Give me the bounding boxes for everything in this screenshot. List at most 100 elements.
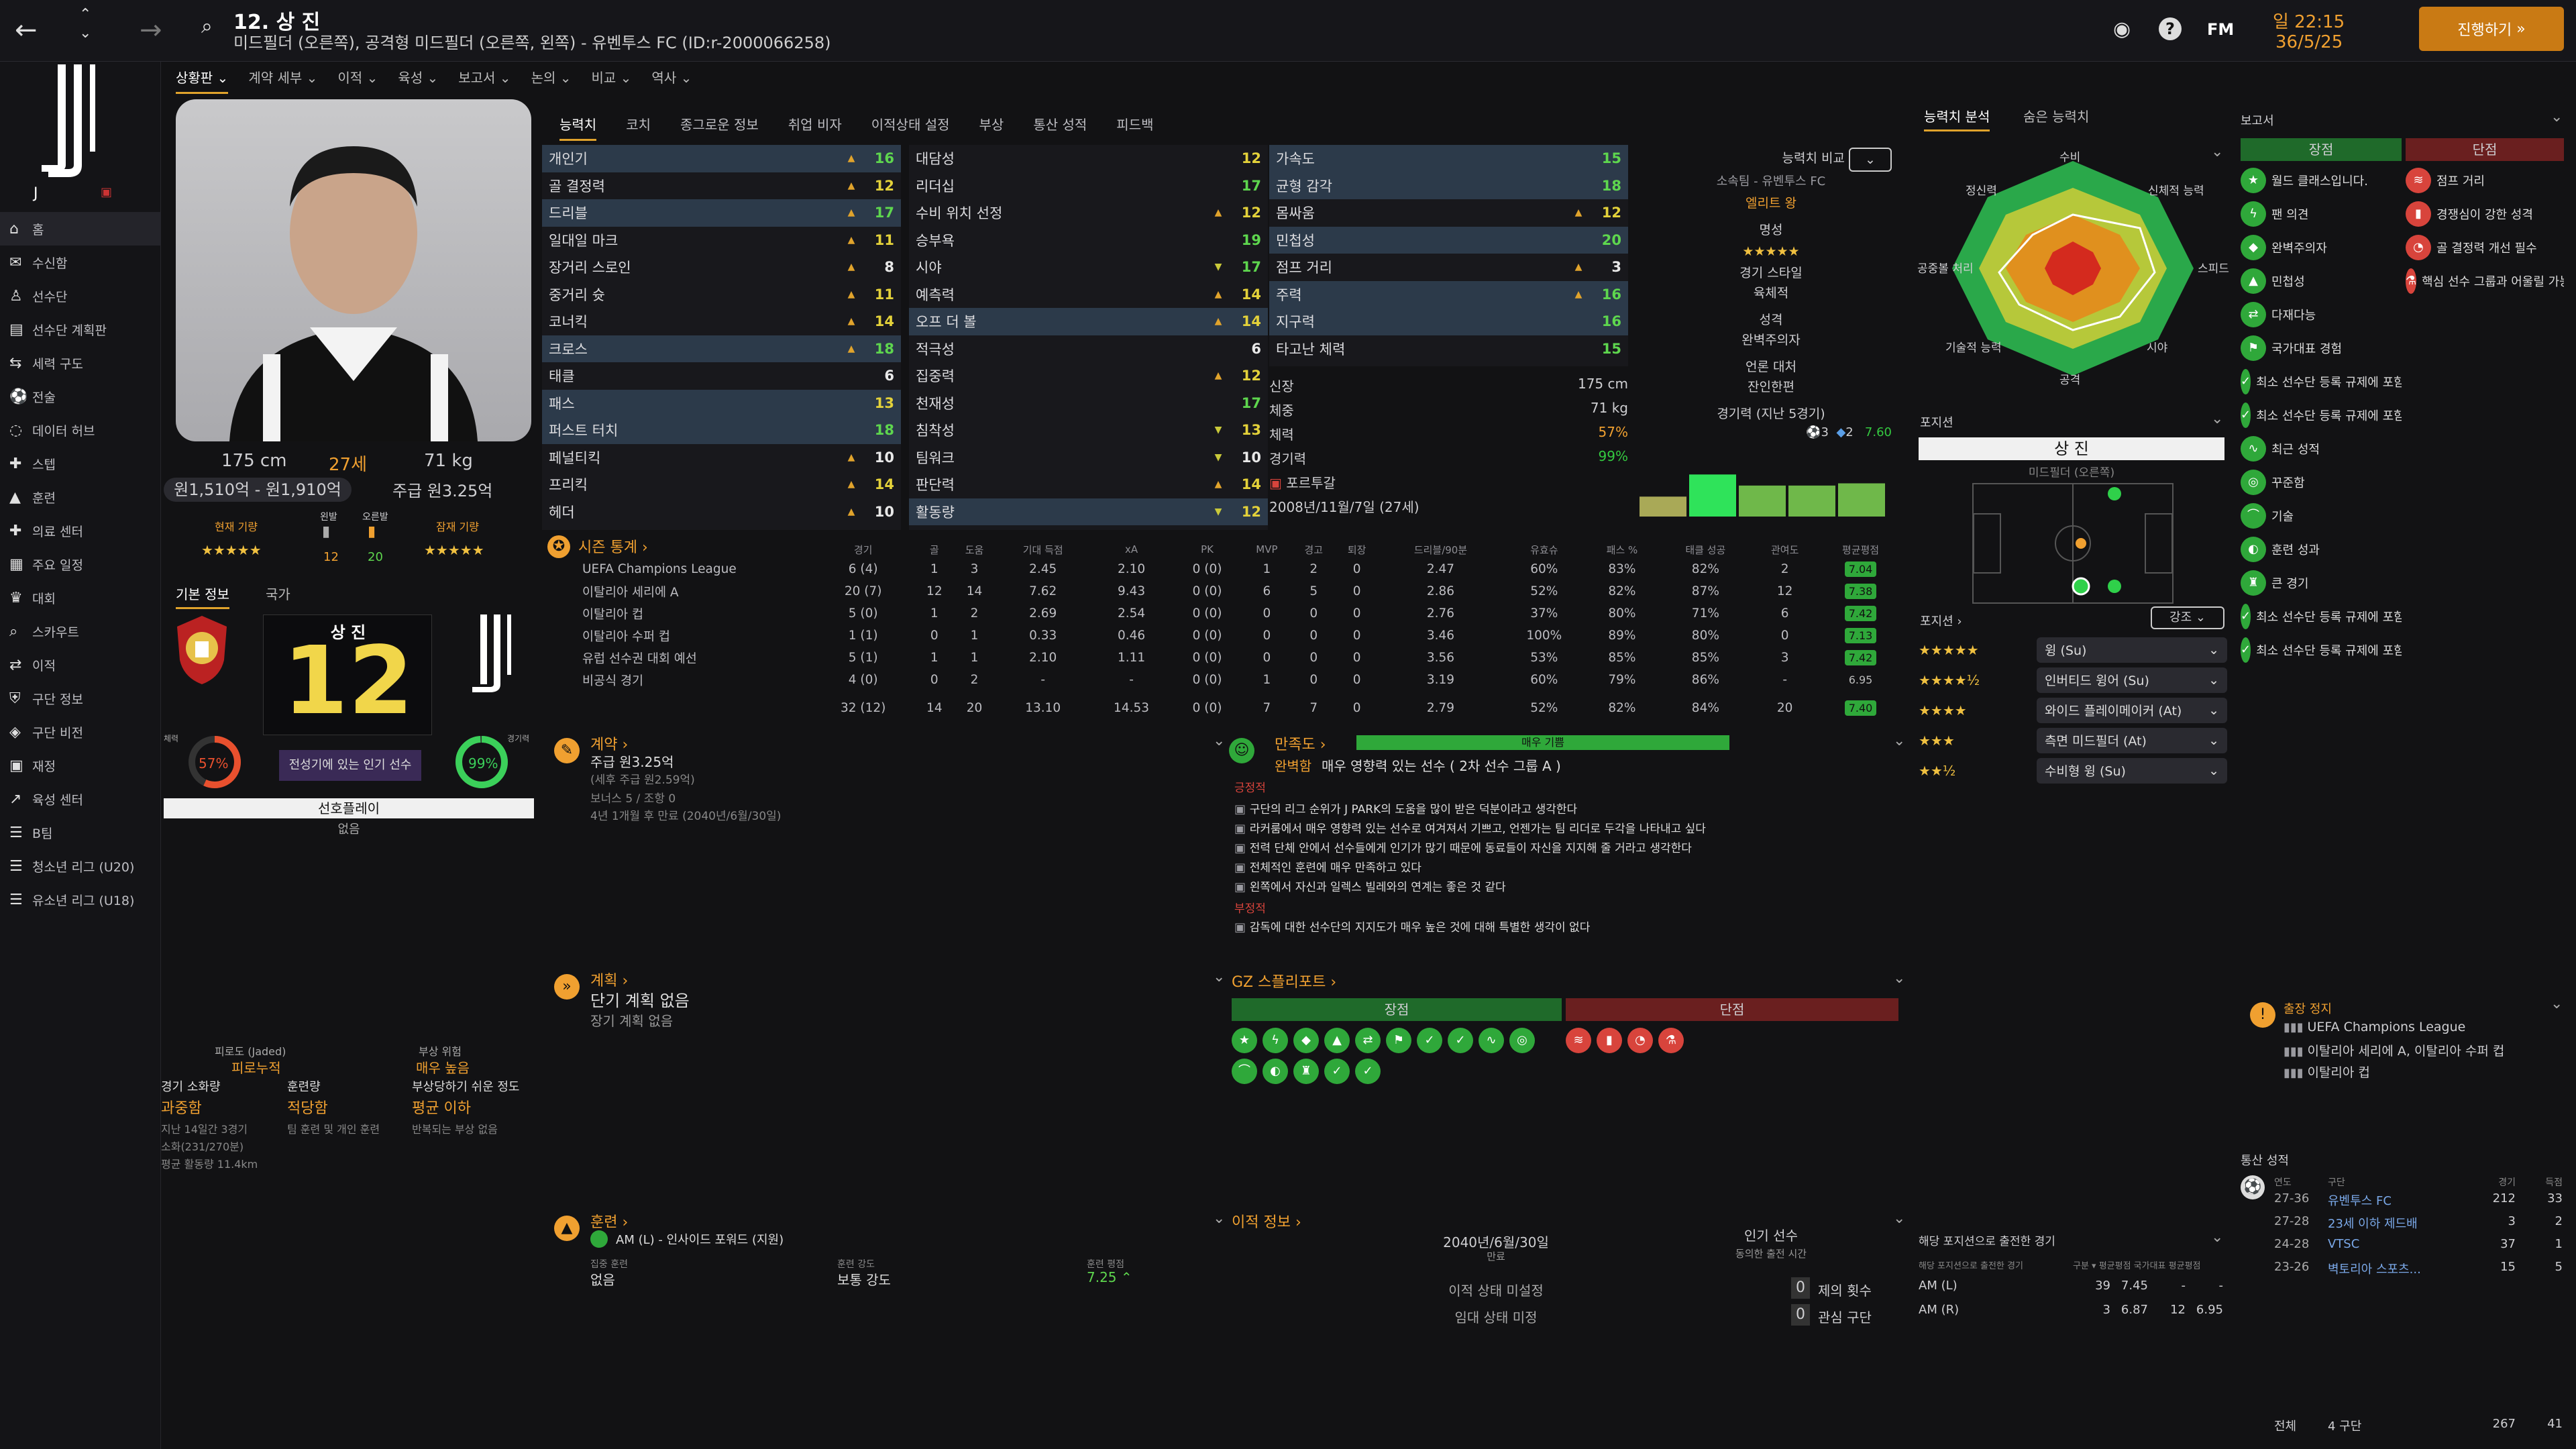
tab-hidden-attributes[interactable]: 숨은 능력치 (2023, 109, 2090, 125)
played-pos: AM (L) (1919, 1279, 1957, 1293)
scout-title[interactable]: GZ 스플리포트 › (1232, 974, 1337, 991)
forward-icon[interactable]: → (140, 15, 162, 46)
compare-dropdown[interactable]: ⌄ (1849, 148, 1892, 172)
attr-tab-2[interactable]: 종그로운 정보 (680, 117, 759, 133)
sidebar-item-9[interactable]: ✚ 의료 센터 (0, 514, 161, 547)
stats-row[interactable]: 이탈리아 컵 5 (0) 1 2 2.69 2.54 0 (0) 0 0 0 2.76 37% 80% 7… (542, 602, 1904, 625)
role-row[interactable]: ★★★★★ 윙 (Su) ⌄ (1919, 635, 2227, 665)
role-dropdown[interactable]: 수비형 윙 (Su) ⌄ (2037, 757, 2227, 784)
sidebar-item-16[interactable]: ▣ 재정 (0, 749, 161, 782)
continue-button[interactable]: 진행하기 » (2419, 7, 2564, 51)
role-dropdown[interactable]: 인버티드 윙어 (Su) ⌄ (2037, 667, 2227, 693)
sidebar-item-13[interactable]: ⇄ 이적 (0, 648, 161, 682)
position-list-title[interactable]: 포지션 › (1920, 614, 1962, 629)
role-row[interactable]: ★★★ 측면 미드필더 (At) ⌄ (1919, 725, 2227, 755)
tab-nation[interactable]: 국가 (266, 586, 290, 602)
sidebar-item-0[interactable]: ⌂ 홈 (0, 212, 161, 246)
role-dropdown[interactable]: 윙 (Su) ⌄ (2037, 637, 2227, 663)
sidebar-item-2[interactable]: ♙ 선수단 (0, 279, 161, 313)
plan-title[interactable]: 계획 › (590, 973, 629, 989)
tab-basic-info[interactable]: 기본 정보 (176, 584, 229, 609)
attr-tab-4[interactable]: 이적상태 설정 (871, 117, 950, 133)
transfer-expand-icon[interactable]: ⌄ (1893, 1210, 1906, 1227)
role-dropdown[interactable]: 와이드 플레이메이커 (At) ⌄ (2037, 697, 2227, 723)
search-icon[interactable]: ⌕ (201, 15, 213, 38)
tab-ability-analysis[interactable]: 능력치 분석 (1924, 106, 1990, 131)
nav-updown[interactable]: ⌃ ⌄ (79, 6, 92, 42)
subnav-4[interactable]: 보고서 ⌄ (458, 70, 511, 86)
sidebar-item-10[interactable]: ▦ 주요 일정 (0, 547, 161, 581)
sidebar-item-1[interactable]: ✉ 수신함 (0, 246, 161, 279)
negative-list: ▣ 감독에 대한 선수단의 지지도가 매우 높은 것에 대해 특별한 생각이 없… (1234, 918, 1898, 937)
sidebar-item-6[interactable]: ◌ 데이터 허브 (0, 413, 161, 447)
role-row[interactable]: ★★½ 수비형 윙 (Su) ⌄ (1919, 755, 2227, 786)
offers-count: 0 (1791, 1277, 1810, 1299)
transfer-title[interactable]: 이적 정보 › (1232, 1214, 1301, 1231)
ban-expand-icon[interactable]: ⌄ (2551, 996, 2563, 1012)
stats-row[interactable]: 비공식 경기 4 (0) 0 2 - - 0 (0) 1 0 0 3.19 60% 79% 86% - 6.9… (542, 669, 1904, 691)
sidebar-item-5[interactable]: ⚽ 전술 (0, 380, 161, 413)
happiness-title[interactable]: 만족도 › (1275, 737, 1326, 753)
role-row[interactable]: ★★★★½ 인버티드 윙어 (Su) ⌄ (1919, 665, 2227, 695)
role-row[interactable]: ★★★★ 와이드 플레이메이커 (At) ⌄ (1919, 695, 2227, 725)
sidebar-item-17[interactable]: ↗ 육성 센터 (0, 782, 161, 816)
sidebar-item-18[interactable]: ☰ B팀 (0, 816, 161, 849)
career-club[interactable]: 23세 이하 제드배 (2328, 1217, 2418, 1231)
subnav-7[interactable]: 역사 ⌄ (651, 70, 692, 86)
attr-tab-1[interactable]: 코치 (626, 117, 651, 133)
subnav-6[interactable]: 비교 ⌄ (591, 70, 632, 86)
attribute-name: 지구력 (1276, 314, 1315, 331)
report-pro-item: ϟ 팬 의견 (2241, 197, 2402, 231)
player-subtitle: 미드필더 (오른쪽), 공격형 미드필더 (오른쪽, 왼쪽) - 유벤투스 FC… (233, 34, 831, 52)
attr-tab-6[interactable]: 통산 성적 (1033, 117, 1087, 133)
training-expand-icon[interactable]: ⌄ (1213, 1210, 1226, 1227)
position-expand-icon[interactable]: ⌄ (2211, 411, 2224, 427)
transfer-fame-sub: 동의한 출전 시간 (1735, 1248, 1807, 1260)
subnav-0[interactable]: 상황판 ⌄ (176, 67, 229, 94)
season-stats-title[interactable]: 시즌 통계 › (578, 539, 648, 556)
contract-title[interactable]: 계약 › (590, 737, 629, 753)
plan-expand-icon[interactable]: ⌄ (1213, 969, 1226, 985)
highlight-dropdown[interactable]: 강조 ⌄ (2151, 606, 2224, 629)
subnav-3[interactable]: 육성 ⌄ (398, 70, 439, 86)
stats-row[interactable]: 이탈리아 수퍼 컵 1 (1) 0 1 0.33 0.46 0 (0) 0 0 0 3.46 100%… (542, 625, 1904, 647)
sidebar-item-11[interactable]: ♛ 대회 (0, 581, 161, 614)
stats-row[interactable]: 이탈리아 세리에 A 20 (7) 12 14 7.62 9.43 0 (0) 6 5 0 2.86… (542, 580, 1904, 602)
sidebar-item-8[interactable]: ▲ 훈련 (0, 480, 161, 514)
subnav-2[interactable]: 이적 ⌄ (337, 70, 378, 86)
sidebar-item-7[interactable]: ✚ 스텝 (0, 447, 161, 480)
attr-tab-3[interactable]: 취업 비자 (788, 117, 842, 133)
role-dropdown[interactable]: 측면 미드필더 (At) ⌄ (2037, 727, 2227, 753)
sidebar-item-4[interactable]: ⇆ 세력 구도 (0, 346, 161, 380)
stats-row[interactable]: 유럽 선수권 대회 예선 5 (1) 1 1 2.10 1.11 0 (0) 0 0 0 3.56 5… (542, 647, 1904, 669)
career-club[interactable]: 벽토리아 스포츠... (2328, 1263, 2421, 1277)
attr-tab-7[interactable]: 피드백 (1116, 117, 1154, 133)
training-title[interactable]: 훈련 › (590, 1214, 629, 1231)
attr-tab-5[interactable]: 부상 (979, 117, 1004, 133)
report-pro-text: 훈련 성과 (2271, 543, 2320, 557)
subnav-1[interactable]: 계약 세부 ⌄ (248, 70, 318, 86)
subnav-5[interactable]: 논의 ⌄ (531, 70, 572, 86)
sidebar-item-3[interactable]: ▤ 선수단 계획판 (0, 313, 161, 346)
sidebar-item-15[interactable]: ◈ 구단 비전 (0, 715, 161, 749)
sidebar-item-19[interactable]: ☰ 청소년 리그 (U20) (0, 849, 161, 883)
career-club[interactable]: 유벤투스 FC (2328, 1194, 2392, 1208)
globe-icon[interactable]: ◉ (2113, 17, 2131, 41)
help-icon[interactable]: ? (2159, 17, 2182, 40)
career-club[interactable]: VTSC (2328, 1237, 2360, 1251)
stats-cell: 37% (1530, 606, 1558, 621)
training-icon: ▲ (554, 1216, 580, 1241)
stats-row[interactable]: UEFA Champions League 6 (4) 1 3 2.45 2.10 0 (0… (542, 558, 1904, 580)
happiness-expand-icon[interactable]: ⌄ (1893, 733, 1906, 749)
sidebar-item-14[interactable]: ⛨ 구단 정보 (0, 682, 161, 715)
sidebar-item-12[interactable]: ⌕ 스카우트 (0, 614, 161, 648)
attr-tab-0[interactable]: 능력치 (559, 114, 597, 141)
back-icon[interactable]: ← (15, 15, 38, 46)
contract-expand-icon[interactable]: ⌄ (1213, 733, 1226, 749)
scout-expand-icon[interactable]: ⌄ (1893, 970, 1906, 987)
report-expand-icon[interactable]: ⌄ (2551, 109, 2563, 125)
sidebar-item-20[interactable]: ☰ 유소년 리그 (U18) (0, 883, 161, 916)
attribute-name: 수비 위치 선정 (916, 205, 1003, 222)
radar-expand-icon[interactable]: ⌄ (2211, 144, 2224, 160)
played-expand-icon[interactable]: ⌄ (2211, 1229, 2224, 1246)
